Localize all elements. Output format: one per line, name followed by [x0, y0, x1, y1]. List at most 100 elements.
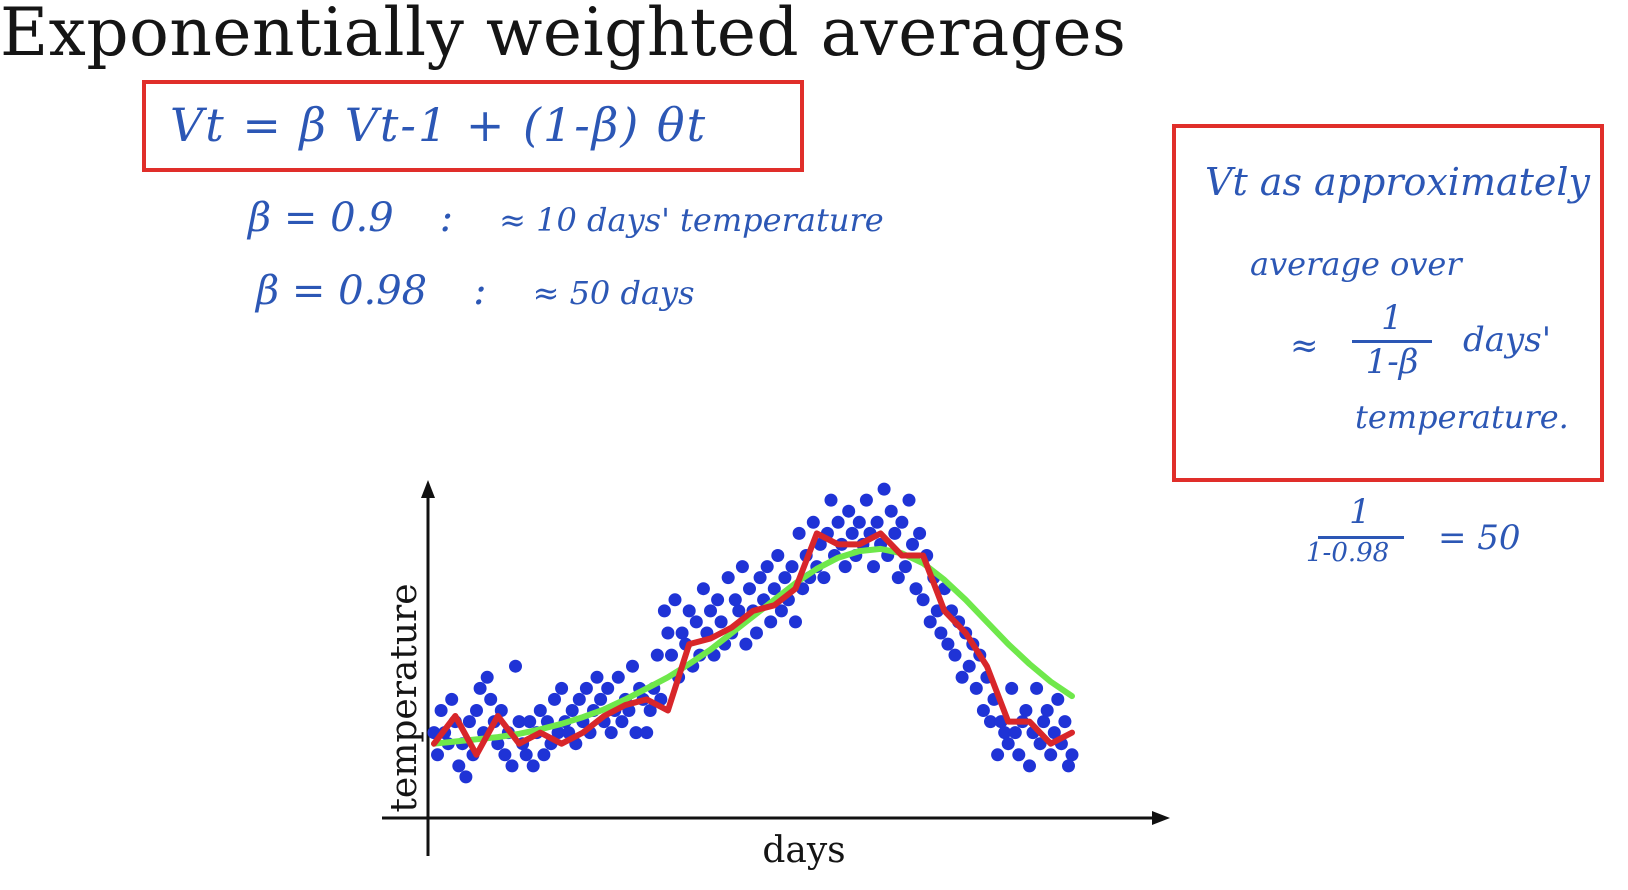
temperature-point	[984, 715, 997, 729]
temperature-point	[743, 582, 756, 596]
temperature-point	[789, 615, 802, 629]
temperature-point	[431, 748, 444, 762]
temperature-point	[519, 748, 533, 762]
temperature-point	[913, 526, 927, 540]
fraction-numerator: 1	[1381, 298, 1403, 338]
temperature-point	[665, 648, 678, 662]
temperature-point	[594, 692, 608, 706]
temperature-point	[923, 615, 937, 629]
temperature-point	[711, 593, 725, 607]
temperature-point	[867, 560, 880, 574]
temperature-point	[870, 515, 884, 529]
temperature-point	[891, 571, 905, 585]
beta-value: β = 0.98	[256, 268, 428, 314]
temperature-point	[764, 615, 778, 629]
note-days: days'	[1463, 320, 1552, 360]
temperature-point	[1037, 715, 1051, 729]
temperature-point	[884, 504, 898, 518]
temperature-point	[909, 582, 923, 596]
temperature-point	[842, 504, 856, 518]
temperature-point	[824, 493, 838, 507]
temperature-point	[611, 670, 625, 684]
temperature-point	[1051, 692, 1065, 706]
temperature-point	[771, 549, 785, 562]
temperature-point	[1058, 715, 1072, 729]
fraction-denominator: 1-β	[1365, 342, 1419, 382]
temperature-point	[601, 681, 615, 695]
temperature-point	[1019, 704, 1033, 717]
temperature-point	[470, 704, 483, 717]
temperature-point	[462, 715, 476, 729]
temperature-point	[548, 692, 561, 706]
temperature-point	[948, 648, 962, 662]
temperature-point	[590, 670, 604, 684]
beta-separator: :	[473, 268, 487, 314]
temperature-point	[991, 748, 1005, 762]
temperature-point	[572, 692, 586, 706]
temperature-point	[643, 704, 657, 717]
temperature-point	[1001, 737, 1015, 751]
temperature-point	[969, 681, 983, 695]
x-axis-arrowhead	[1152, 811, 1170, 825]
temperature-point	[459, 770, 473, 784]
slide-title: Exponentially weighted averages	[0, 0, 1127, 71]
temperature-point	[728, 593, 742, 607]
temperature-point	[1033, 737, 1047, 751]
temperature-point	[704, 604, 717, 618]
temperature-point	[753, 571, 767, 585]
temperature-point	[998, 726, 1012, 740]
temperature-point	[452, 759, 466, 773]
temperature-point	[604, 726, 618, 740]
temperature-point	[533, 704, 547, 717]
note-line-1: Vt as approximately	[1205, 160, 1591, 204]
calc-denominator: 1-0.98	[1306, 538, 1390, 568]
temperature-point	[640, 726, 654, 740]
temperature-point	[1030, 681, 1044, 695]
formula-highlight-box	[142, 80, 804, 172]
temperature-point	[817, 571, 831, 585]
beta-separator: :	[439, 195, 454, 241]
temperature-point	[785, 560, 799, 574]
temperature-chart: temperature days	[382, 480, 1170, 871]
temperature-point	[626, 659, 639, 673]
temperature-point	[1047, 726, 1061, 740]
temperature-point	[1044, 748, 1058, 762]
temperature-point	[714, 615, 728, 629]
temperature-point	[792, 526, 806, 540]
ewa-line-beta-0-9	[431, 530, 1075, 758]
temperature-point	[838, 560, 852, 574]
temperature-point	[689, 615, 703, 629]
beta-row-1: β = 0.9 : ≈ 10 days' temperature	[248, 195, 884, 241]
temperature-point	[859, 493, 873, 507]
temperature-point	[895, 515, 909, 529]
temperature-point	[1062, 759, 1075, 773]
temperature-point	[445, 692, 459, 706]
temperature-point	[1005, 681, 1019, 695]
temperature-point	[484, 692, 498, 706]
beta-description: ≈ 50 days	[532, 274, 695, 312]
temperature-point	[739, 637, 753, 651]
temperature-point	[523, 715, 537, 729]
temperature-point	[732, 604, 746, 618]
temperature-point	[767, 582, 781, 596]
temperature-point	[902, 493, 916, 507]
fraction-bar	[1352, 340, 1432, 343]
series-lines	[431, 530, 1075, 758]
temperature-point	[934, 626, 948, 640]
temperature-point	[682, 604, 696, 618]
temperature-point	[661, 626, 675, 640]
temperature-point	[750, 626, 763, 640]
calc-result: = 50	[1438, 518, 1521, 558]
temperature-point	[565, 704, 579, 717]
note-line-2: average over	[1250, 245, 1462, 283]
temperature-point	[877, 482, 891, 496]
y-axis-label: temperature	[384, 583, 425, 812]
temperature-point	[696, 582, 710, 596]
temperature-point	[555, 681, 569, 695]
temperature-point	[668, 593, 682, 607]
temperature-point	[473, 681, 487, 695]
temperature-point	[735, 560, 749, 574]
temperature-point	[629, 726, 643, 740]
temperature-point	[537, 748, 551, 762]
temperature-point	[888, 526, 902, 540]
